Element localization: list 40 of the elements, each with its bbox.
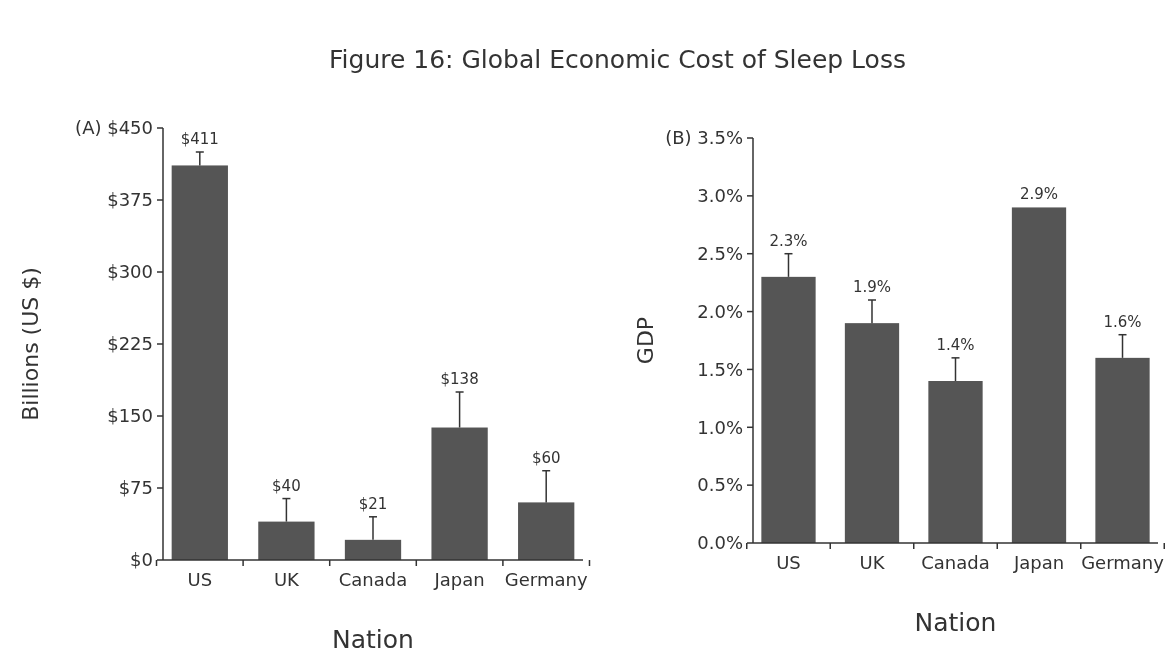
- y-tick-label: (A) $450: [75, 117, 153, 139]
- y-tick-label: 1.0%: [697, 416, 743, 438]
- data-label: $21: [358, 494, 388, 513]
- x-tick-label: UK: [273, 569, 301, 590]
- y-axis-title: Billions (US $): [18, 267, 43, 421]
- y-tick-label: 0.0%: [697, 532, 743, 554]
- data-label: 2.3%: [769, 231, 808, 250]
- y-tick-label: $300: [107, 261, 153, 283]
- data-label: 1.6%: [1103, 312, 1142, 331]
- chart-title: Figure 16: Global Economic Cost of Sleep Loss: [329, 45, 906, 74]
- x-tick-label: US: [776, 552, 801, 573]
- y-tick-label: (B) 3.5%: [665, 127, 743, 149]
- x-tick-label: Germany: [1081, 552, 1165, 573]
- data-label: $138: [440, 370, 479, 388]
- y-tick-label: $375: [107, 189, 153, 211]
- y-tick-label: $0: [130, 549, 153, 571]
- y-tick-label: $225: [107, 333, 153, 355]
- x-tick-label: UK: [859, 552, 886, 573]
- y-tick-label: 2.5%: [697, 243, 743, 265]
- x-axis-title: Nation: [914, 608, 997, 637]
- x-tick-label: Canada: [921, 552, 990, 573]
- y-tick-label: 0.5%: [697, 474, 743, 496]
- data-label: 1.4%: [936, 335, 975, 354]
- data-label: $40: [272, 476, 301, 495]
- x-tick-label: Japan: [433, 569, 485, 590]
- data-label: $411: [180, 130, 219, 148]
- data-label: 2.9%: [1019, 185, 1059, 204]
- y-tick-label: $75: [118, 477, 153, 499]
- x-tick-label: Germany: [504, 569, 588, 590]
- y-tick-label: 2.0%: [697, 300, 743, 322]
- y-axis-title: GDP: [633, 316, 658, 365]
- x-tick-label: US: [187, 569, 213, 590]
- x-tick-label: Japan: [1012, 552, 1065, 573]
- data-label: $60: [531, 448, 561, 467]
- x-axis-title: Nation: [332, 625, 414, 654]
- y-tick-label: 1.5%: [697, 358, 743, 380]
- data-label: 1.9%: [852, 278, 892, 296]
- y-tick-label: $150: [107, 405, 153, 427]
- x-tick-label: Canada: [338, 569, 408, 590]
- y-tick-label: 3.0%: [697, 185, 743, 207]
